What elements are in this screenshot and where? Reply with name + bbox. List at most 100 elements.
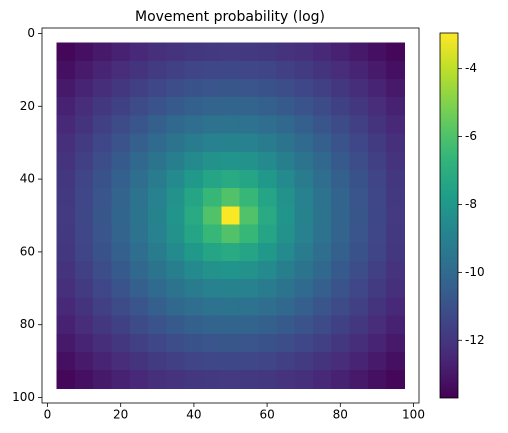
heatmap-cell	[166, 42, 186, 62]
heatmap-cell	[257, 261, 277, 280]
heatmap-cell	[166, 370, 186, 389]
heatmap-cell	[349, 333, 369, 353]
heatmap-cell	[386, 352, 405, 371]
heatmap-cell	[331, 115, 350, 134]
heatmap-cell	[203, 133, 222, 153]
heatmap-cell	[276, 151, 295, 171]
heatmap-cell	[331, 224, 350, 244]
heatmap-cell	[386, 97, 405, 116]
heatmap-cell	[221, 206, 241, 226]
heatmap-cell	[257, 297, 277, 317]
heatmap-cell	[257, 206, 277, 226]
heatmap-cell	[367, 297, 387, 317]
heatmap-cell	[294, 60, 314, 80]
heatmap-cell	[294, 188, 314, 207]
heatmap-cell	[221, 333, 241, 353]
heatmap-cell	[239, 42, 259, 62]
heatmap-cell	[257, 315, 277, 335]
heatmap-cell	[129, 352, 149, 371]
heatmap-cell	[221, 315, 241, 335]
heatmap-cell	[367, 224, 387, 244]
heatmap-cell	[367, 133, 387, 153]
heatmap-cell	[184, 97, 204, 116]
heatmap-cell	[294, 315, 314, 335]
heatmap-cell	[74, 78, 94, 98]
heatmap-cell	[367, 169, 387, 189]
heatmap-cell	[349, 279, 369, 298]
heatmap-cell	[166, 133, 186, 153]
heatmap-cell	[56, 133, 76, 153]
heatmap-cell	[74, 279, 94, 298]
heatmap-cell	[349, 188, 369, 207]
heatmap-cell	[312, 261, 332, 280]
heatmap-cell	[111, 151, 131, 171]
heatmap-cell	[257, 60, 277, 80]
heatmap-cell	[331, 333, 350, 353]
heatmap-cell	[276, 315, 295, 335]
heatmap-cell	[294, 242, 314, 262]
heatmap-cell	[257, 42, 277, 62]
heatmap-cell	[184, 370, 204, 389]
heatmap-cell	[111, 224, 131, 244]
heatmap-cell	[239, 315, 259, 335]
heatmap-cell	[312, 279, 332, 298]
heatmap-cell	[93, 115, 112, 134]
heatmap-cell	[386, 279, 405, 298]
heatmap-cell	[93, 261, 112, 280]
colorbar-tick-label: -6	[465, 129, 477, 143]
heatmap-cell	[221, 60, 241, 80]
heatmap-cell	[56, 279, 76, 298]
heatmap-cell	[148, 97, 167, 116]
heatmap-cell	[312, 242, 332, 262]
heatmap-cell	[349, 169, 369, 189]
heatmap-cell	[203, 224, 222, 244]
heatmap-cell	[386, 115, 405, 134]
heatmap-cell	[129, 242, 149, 262]
heatmap-cell	[294, 370, 314, 389]
heatmap-cell	[386, 206, 405, 226]
heatmap-cell	[148, 370, 167, 389]
heatmap-cell	[93, 370, 112, 389]
heatmap-cell	[129, 370, 149, 389]
heatmap-cell	[239, 279, 259, 298]
heatmap-cell	[56, 60, 76, 80]
heatmap-cell	[56, 151, 76, 171]
heatmap-cell	[331, 60, 350, 80]
heatmap-cell	[56, 42, 76, 62]
heatmap-cell	[276, 169, 295, 189]
heatmap-cell	[74, 42, 94, 62]
heatmap-cell	[221, 279, 241, 298]
heatmap-cell	[367, 242, 387, 262]
heatmap-cell	[312, 315, 332, 335]
heatmap-cell	[294, 115, 314, 134]
heatmap-cell	[74, 115, 94, 134]
heatmap-cell	[93, 188, 112, 207]
heatmap-cell	[386, 242, 405, 262]
y-tick-label: 40	[20, 172, 35, 186]
heatmap-cell	[239, 333, 259, 353]
heatmap-cell	[257, 133, 277, 153]
heatmap-cell	[166, 315, 186, 335]
heatmap-cell	[148, 297, 167, 317]
heatmap-cell	[367, 188, 387, 207]
heatmap-cell	[203, 206, 222, 226]
heatmap-cell	[56, 188, 76, 207]
heatmap-cell	[367, 315, 387, 335]
heatmap-cell	[148, 206, 167, 226]
heatmap-cell	[184, 297, 204, 317]
heatmap-cell	[148, 169, 167, 189]
y-tick-label: 60	[20, 244, 35, 258]
heatmap-cell	[221, 242, 241, 262]
heatmap-cell	[74, 370, 94, 389]
heatmap-cell	[129, 97, 149, 116]
heatmap-cell	[276, 352, 295, 371]
heatmap-cell	[148, 133, 167, 153]
heatmap-cell	[74, 333, 94, 353]
heatmap-cell	[166, 297, 186, 317]
heatmap-cell	[111, 261, 131, 280]
heatmap-cell	[239, 370, 259, 389]
heatmap-cell	[203, 370, 222, 389]
heatmap-cell	[56, 261, 76, 280]
y-tick-label: 20	[20, 99, 35, 113]
heatmap-cell	[203, 169, 222, 189]
